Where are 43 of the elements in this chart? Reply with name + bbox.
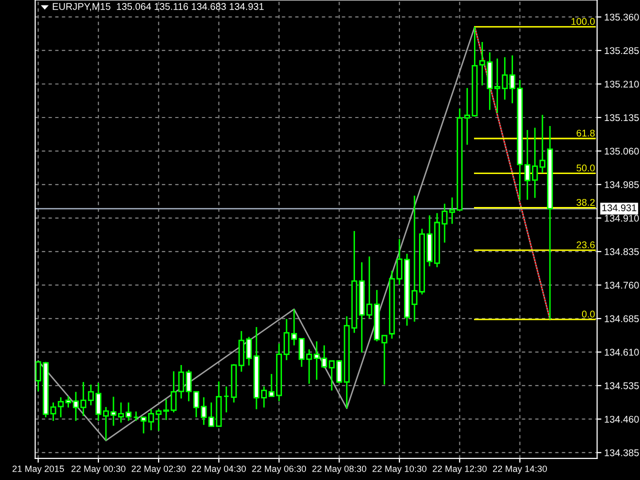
y-tick-label: 135.360 [604, 14, 639, 21]
x-tick-label: 21 May 2015 [12, 466, 64, 474]
x-tick-label: 22 May 00:30 [72, 466, 126, 474]
y-tick-label: 135.060 [604, 148, 639, 155]
series-label: 100.0 [572, 18, 595, 25]
y-tick-label: 135.210 [604, 80, 639, 88]
y-tick-label: 134.610 [604, 348, 639, 356]
candlestick [336, 359, 342, 384]
ref-line-label: 134.931 [602, 204, 636, 212]
y-tick-label: 134.685 [604, 315, 639, 322]
x-tick-label: 22 May 14:30 [492, 466, 547, 474]
candlestick [223, 386, 230, 414]
candlestick [494, 58, 500, 114]
x-tick-label: 22 May 04:30 [192, 466, 246, 474]
series-label: 38.2 [576, 198, 595, 206]
series-label: 50.0 [576, 164, 595, 172]
candlestick [193, 390, 200, 418]
series-label: 61.8 [576, 130, 595, 137]
series-label: 0.0 [582, 310, 595, 318]
candlestick [50, 402, 56, 422]
candlestick [35, 360, 42, 392]
y-tick-label: 134.460 [604, 416, 639, 423]
x-tick-label: 22 May 12:30 [432, 466, 487, 474]
candlestick [328, 360, 335, 392]
series-label: 23.6 [576, 241, 595, 248]
candlestick [58, 396, 64, 418]
y-tick-label: 135.135 [604, 114, 639, 122]
candlestick [133, 410, 139, 422]
y-tick-label: 134.385 [604, 449, 639, 456]
y-tick-label: 135.285 [604, 47, 639, 54]
x-tick-label: 22 May 10:30 [372, 466, 426, 474]
candlestick [186, 369, 192, 402]
x-tick-label: 22 May 02:30 [132, 466, 186, 474]
candlestick [479, 41, 486, 86]
x-tick-label: 22 May 08:30 [312, 466, 366, 474]
chart-title: EURJPY,M15 135.064 135.116 134.683 134.931 [52, 3, 264, 12]
y-tick-label: 134.985 [604, 181, 639, 188]
y-tick-label: 134.835 [604, 248, 639, 256]
y-tick-label: 134.535 [604, 382, 639, 390]
x-tick-label: 22 May 06:30 [252, 466, 306, 474]
candlestick [200, 396, 207, 426]
y-tick-label: 134.760 [604, 282, 639, 289]
y-tick-label: 134.910 [604, 214, 639, 222]
